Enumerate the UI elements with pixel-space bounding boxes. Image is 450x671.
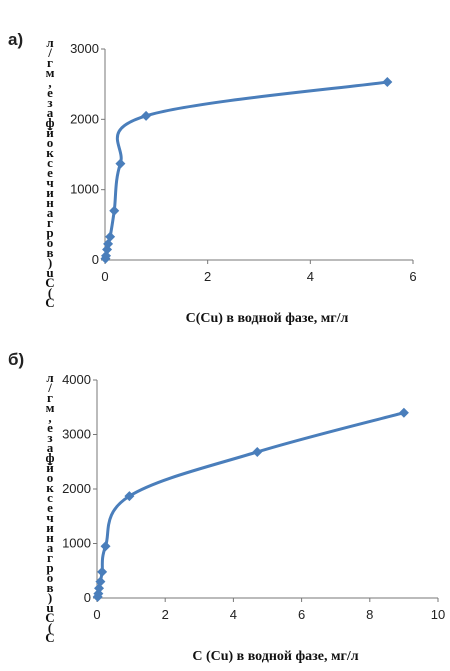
data-point-b — [94, 583, 105, 594]
x-tick-label-b: 0 — [93, 607, 100, 622]
x-axis-label-b: C (Cu) в водной фазе, мг/л — [192, 649, 358, 664]
y-tick-label-b: 3000 — [62, 427, 91, 442]
data-point-a — [382, 77, 393, 88]
data-point-a — [141, 110, 152, 121]
y-tick-label-b: 1000 — [62, 536, 91, 551]
data-point-b — [97, 566, 108, 577]
x-axis-label-a: C(Cu) в водной фазе, мг/л — [186, 311, 349, 326]
y-tick-label-b: 0 — [84, 590, 91, 605]
data-point-b — [252, 446, 263, 457]
panel-label-b: б) — [8, 350, 25, 369]
panel-label-a: а) — [8, 30, 24, 49]
y-axis-label-a: л / г м, е з а ф й о к с е ч и н а г р о в) u C(С — [45, 35, 55, 310]
data-point-a — [101, 250, 112, 261]
y-tick-label-a: 2000 — [70, 111, 99, 126]
x-tick-label-a: 0 — [101, 269, 108, 284]
x-tick-label-b: 2 — [162, 607, 169, 622]
x-tick-label-a: 4 — [307, 269, 314, 284]
y-tick-label-b: 4000 — [62, 372, 91, 387]
data-point-a — [115, 158, 126, 169]
x-tick-label-a: 2 — [204, 269, 211, 284]
x-tick-label-b: 8 — [366, 607, 373, 622]
y-tick-label-b: 2000 — [62, 481, 91, 496]
x-tick-label-b: 4 — [230, 607, 237, 622]
x-tick-label-b: 10 — [431, 607, 445, 622]
x-tick-label-b: 6 — [298, 607, 305, 622]
data-point-a — [105, 231, 116, 242]
data-point-b — [124, 491, 135, 502]
y-tick-label-a: 0 — [92, 252, 99, 267]
data-point-a — [109, 205, 120, 216]
data-point-b — [100, 541, 111, 552]
y-axis-label-b: л / г м, е з а ф й о к с е ч и н а г р о в) u C(С — [45, 370, 55, 645]
data-point-b — [95, 576, 106, 587]
y-tick-label-a: 3000 — [70, 41, 99, 56]
series-line-b — [96, 411, 405, 598]
x-tick-label-a: 6 — [409, 269, 416, 284]
data-point-b — [398, 407, 409, 418]
series-line-a — [104, 80, 388, 259]
y-tick-label-a: 1000 — [70, 182, 99, 197]
